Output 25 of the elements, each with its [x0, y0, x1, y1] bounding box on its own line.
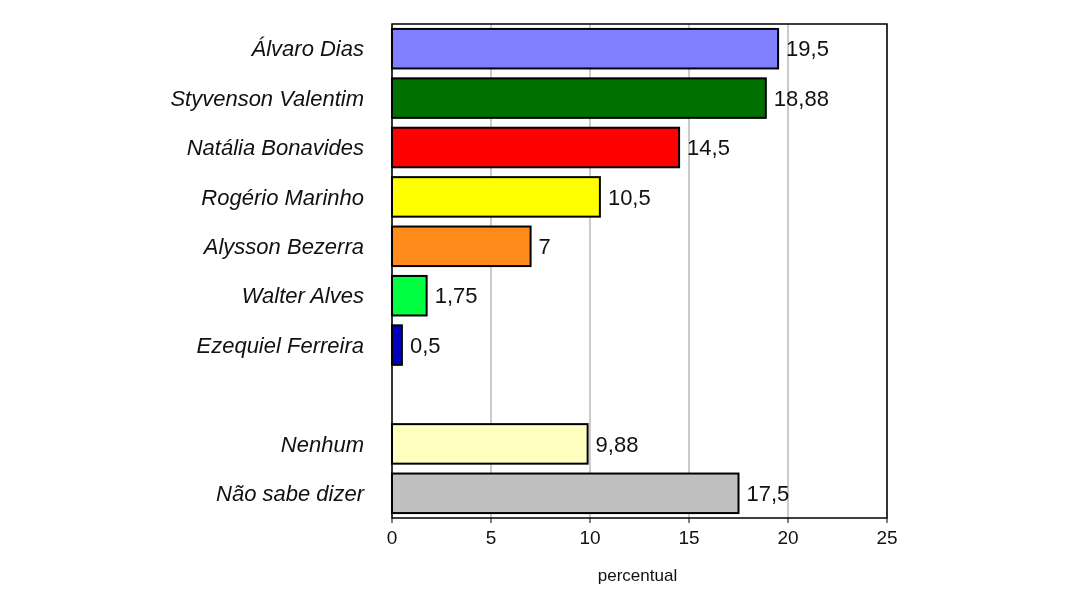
y-tick-label: Nenhum — [280, 431, 364, 457]
y-tick-label: Rogério Marinho — [201, 184, 364, 210]
y-tick-label: Não sabe dizer — [216, 481, 366, 506]
x-tick-label: 25 — [876, 527, 898, 548]
x-tick-label: 20 — [777, 527, 799, 548]
x-tick-label: 0 — [386, 527, 398, 548]
x-tick-label: 5 — [485, 527, 497, 548]
data-label: 17,5 — [746, 481, 790, 506]
data-label: 18,88 — [773, 85, 829, 111]
data-label: 9,88 — [595, 431, 639, 457]
data-label: 10,5 — [607, 184, 651, 210]
data-label: 19,5 — [786, 36, 829, 62]
data-label: 7 — [538, 234, 551, 259]
y-tick-label: Natália Bonavides — [186, 135, 364, 161]
x-axis-title: percentual — [597, 566, 678, 585]
x-tick-label: 10 — [579, 527, 601, 548]
y-tick-label: Walter Alves — [241, 283, 364, 309]
y-tick-label: Alysson Bezerra — [201, 234, 364, 259]
y-tick-label: Styvenson Valentim — [170, 85, 364, 111]
data-label: 14,5 — [687, 135, 730, 161]
y-tick-label: Álvaro Dias — [250, 36, 364, 62]
data-label: 1,75 — [434, 283, 478, 309]
y-tick-label: Ezequiel Ferreira — [196, 332, 364, 358]
x-tick-label: 15 — [678, 527, 700, 548]
data-label: 0,5 — [409, 332, 441, 358]
